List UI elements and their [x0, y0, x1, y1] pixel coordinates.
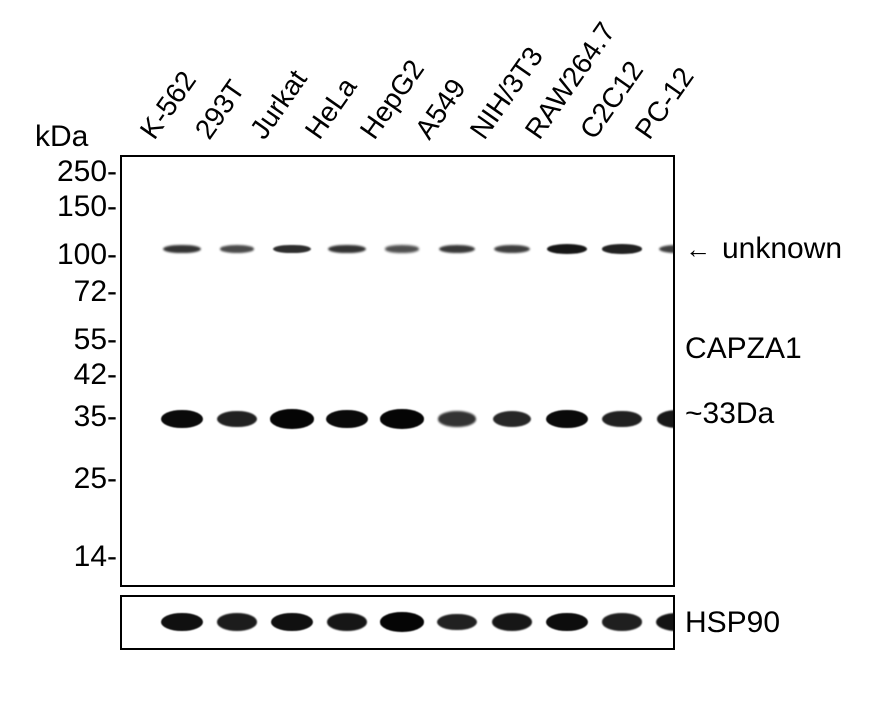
band — [217, 411, 256, 428]
band — [328, 245, 365, 254]
annotation-label: ~33Da — [685, 397, 774, 431]
band — [546, 410, 588, 429]
band — [438, 411, 475, 426]
mw-tick: 35- — [45, 400, 117, 434]
mw-tick: 55- — [45, 323, 117, 357]
band — [161, 613, 203, 631]
mw-tick: 72- — [45, 275, 117, 309]
mw-tick: 14- — [45, 540, 117, 574]
band — [602, 244, 641, 253]
main-blot-panel — [120, 155, 675, 587]
lane-label: K-562 — [134, 65, 203, 145]
mw-tick: 100- — [45, 238, 117, 272]
mw-tick: 250- — [45, 155, 117, 189]
band — [326, 410, 368, 429]
band — [161, 410, 203, 429]
lane-label: Jurkat — [244, 64, 314, 145]
band — [163, 245, 200, 254]
band — [656, 613, 675, 631]
arrow-icon: ← — [685, 234, 711, 265]
band — [273, 245, 311, 254]
band — [493, 411, 532, 427]
band — [380, 612, 423, 631]
band — [439, 245, 475, 253]
band — [380, 409, 423, 428]
annotation-label: HSP90 — [685, 606, 780, 640]
band — [217, 613, 257, 630]
lane-labels-group: K-562293TJurkatHeLaHepG2A549NIH/3T3RAW26… — [145, 0, 705, 150]
annotation-label: unknown — [722, 232, 842, 266]
band — [385, 245, 418, 252]
band — [494, 245, 530, 253]
band — [602, 613, 642, 630]
loading-control-panel — [120, 595, 675, 650]
band — [659, 245, 675, 253]
mw-tick: 150- — [45, 190, 117, 224]
mw-tick: 42- — [45, 358, 117, 392]
unit-label: kDa — [35, 120, 88, 154]
band — [271, 613, 313, 631]
band — [492, 613, 533, 631]
band — [220, 245, 254, 252]
band — [602, 411, 641, 428]
band — [657, 410, 675, 428]
mw-tick: 25- — [45, 462, 117, 496]
band — [437, 614, 476, 631]
annotation-label: CAPZA1 — [685, 332, 802, 366]
band — [547, 244, 588, 254]
blot-figure: kDa K-562293TJurkatHeLaHepG2A549NIH/3T3R… — [0, 0, 888, 711]
band — [546, 613, 588, 632]
band — [327, 613, 368, 631]
band — [270, 409, 313, 428]
